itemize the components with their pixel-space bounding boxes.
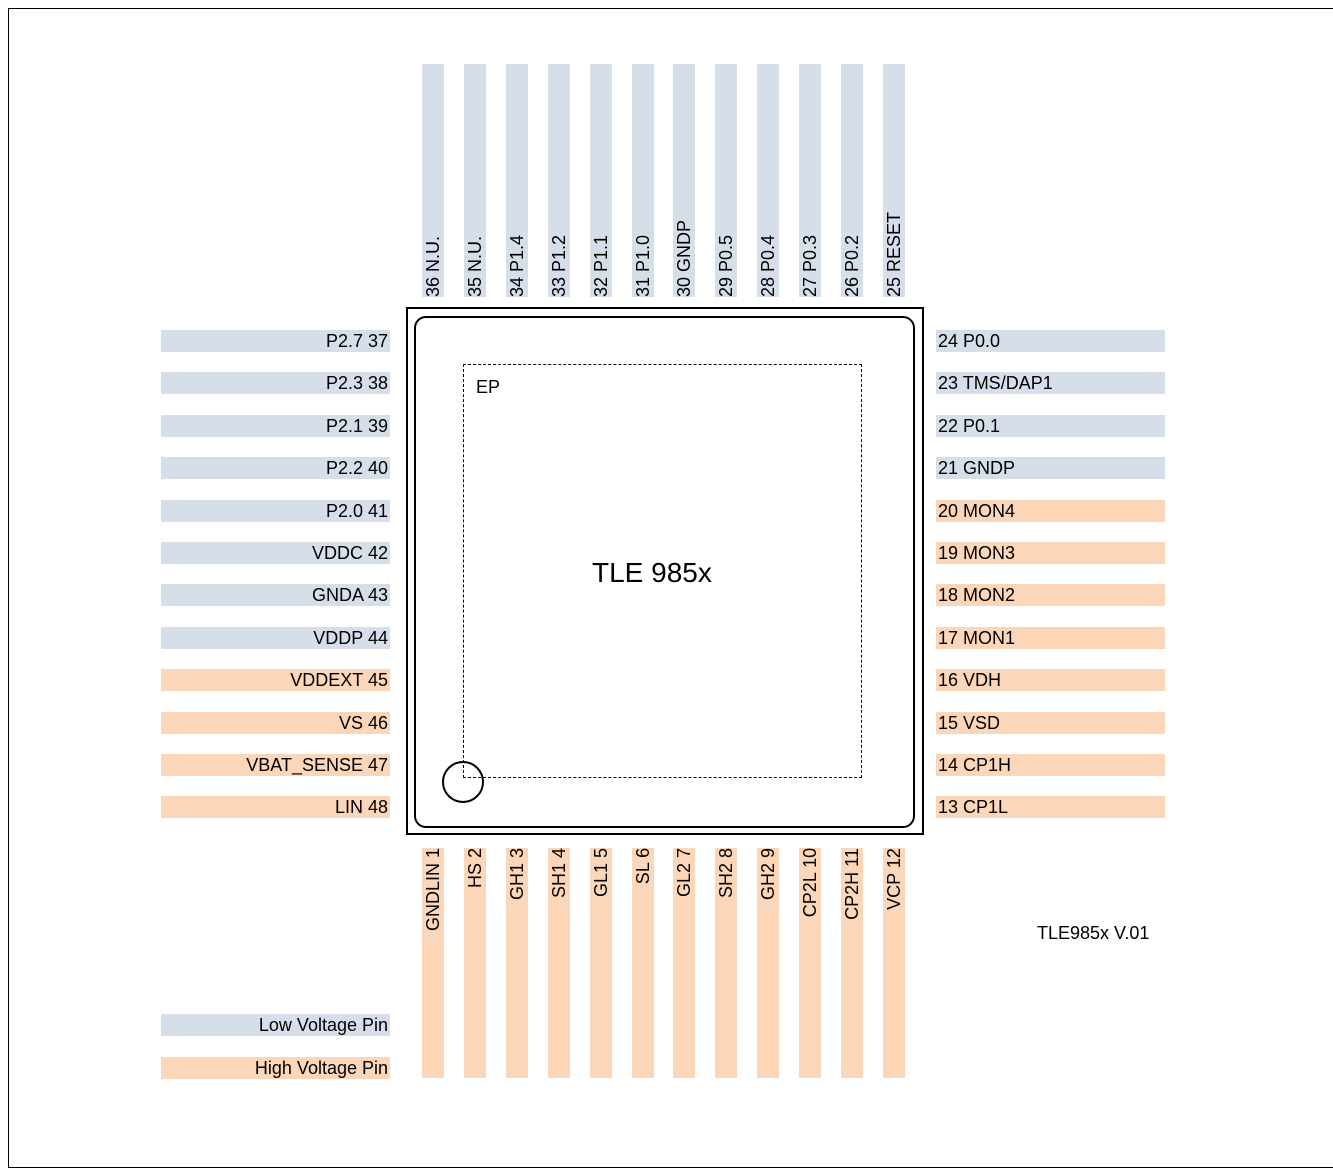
bottom-pin: SH1 4 (547, 848, 570, 1078)
left-pin: P2.2 40 (161, 457, 390, 480)
right-pin: 14 CP1H (936, 754, 1165, 776)
bottom-pin: SL 6 (631, 848, 654, 1078)
bottom-pin: HS 2 (463, 848, 486, 1078)
left-pin: P2.3 38 (161, 372, 390, 395)
top-pin: 29 P0.5 (715, 64, 738, 297)
chip-name: TLE 985x (592, 557, 712, 588)
package-body (414, 316, 915, 828)
exposed-pad (463, 364, 862, 778)
left-pin: P2.7 37 (161, 330, 390, 352)
pinout-diagram: 36 N.U. 35 N.U. 34 P1.4 33 P1.2 32 P1.1 31 P1… (8, 8, 1333, 1168)
right-pin: 16 VDH (936, 669, 1165, 692)
right-pin: 23 TMS/DAP1 (936, 372, 1165, 395)
legend-high-voltage: High Voltage Pin (161, 1057, 390, 1079)
top-pin: 30 GNDP (673, 64, 696, 297)
bottom-pin-label: GH1 3 (506, 848, 527, 901)
exposed-pad-label: EP (476, 377, 501, 397)
top-pin-label: 29 P0.5 (716, 234, 737, 297)
bottom-pin: GL1 5 (589, 848, 612, 1078)
top-pin: 33 P1.2 (547, 64, 570, 297)
top-pin-label: 26 P0.2 (842, 234, 862, 297)
top-pin-label: 33 P1.2 (548, 234, 569, 297)
version-label: TLE985x V.01 (1037, 923, 1150, 943)
pin1-marker-icon (442, 761, 484, 803)
bottom-pin-label: GH2 9 (758, 848, 779, 901)
top-pin-label: 35 N.U. (464, 235, 485, 297)
left-pin: P2.0 41 (161, 499, 390, 522)
bottom-pin: CP2H 11 (841, 848, 863, 1078)
left-pin: VDDEXT 45 (161, 669, 390, 692)
bottom-pin-label: GL1 5 (590, 848, 611, 898)
right-pin: 19 MON3 (936, 542, 1165, 564)
top-pin: 27 P0.3 (799, 64, 822, 297)
left-pin: P2.1 39 (161, 414, 390, 437)
legend-low-voltage: Low Voltage Pin (161, 1014, 390, 1036)
left-pin: VBAT_SENSE 47 (161, 754, 390, 776)
bottom-pin-label: SH1 4 (548, 848, 569, 899)
bottom-pin-label: SH2 8 (716, 848, 737, 899)
right-pin: 17 MON1 (936, 626, 1165, 649)
bottom-pin: GH1 3 (505, 848, 528, 1078)
top-pin: 28 P0.4 (757, 64, 780, 297)
package-outline (406, 307, 924, 835)
bottom-pin-label: GNDLIN 1 (423, 848, 443, 932)
right-pin: 15 VSD (936, 711, 1165, 734)
top-pin-label: 30 GNDP (674, 219, 695, 297)
top-pin-label: 34 P1.4 (506, 234, 527, 297)
left-pin: GNDA 43 (161, 584, 390, 607)
bottom-pin-label: VCP 12 (883, 848, 904, 910)
bottom-pin-label: CP2L 10 (800, 848, 821, 918)
right-pin: 24 P0.0 (936, 330, 1165, 352)
top-pin-label: 27 P0.3 (800, 234, 821, 297)
top-pin: 25 RESET (882, 64, 905, 297)
top-pin: 31 P1.0 (631, 64, 654, 297)
bottom-pin: GL2 7 (673, 848, 696, 1078)
top-pin-label: 36 N.U. (423, 235, 443, 297)
bottom-pin-label: SL 6 (632, 848, 653, 885)
top-pin: 36 N.U. (422, 64, 444, 297)
bottom-pin: VCP 12 (882, 848, 905, 1078)
left-pin: LIN 48 (161, 796, 390, 819)
bottom-pin-label: GL2 7 (674, 848, 695, 898)
bottom-pin: SH2 8 (715, 848, 738, 1078)
bottom-pin: CP2L 10 (799, 848, 822, 1078)
top-pin: 34 P1.4 (505, 64, 528, 297)
left-pin: VDDC 42 (161, 542, 390, 564)
left-pin: VS 46 (161, 711, 390, 734)
right-pin: 18 MON2 (936, 584, 1165, 607)
top-pin: 35 N.U. (463, 64, 486, 297)
right-pin: 21 GNDP (936, 457, 1165, 480)
top-pin: 32 P1.1 (589, 64, 612, 297)
bottom-pin-label: HS 2 (464, 848, 485, 889)
top-pin: 26 P0.2 (841, 64, 863, 297)
left-pin: VDDP 44 (161, 626, 390, 649)
top-pin-label: 32 P1.1 (590, 234, 611, 297)
right-pin: 13 CP1L (936, 796, 1165, 819)
bottom-pin: GH2 9 (757, 848, 780, 1078)
bottom-pin-label: CP2H 11 (842, 848, 862, 920)
right-pin: 22 P0.1 (936, 414, 1165, 437)
right-pin: 20 MON4 (936, 499, 1165, 522)
top-pin-label: 31 P1.0 (632, 234, 653, 297)
top-pin-label: 28 P0.4 (758, 234, 779, 297)
top-pin-label: 25 RESET (883, 211, 904, 297)
bottom-pin: GNDLIN 1 (422, 848, 444, 1078)
